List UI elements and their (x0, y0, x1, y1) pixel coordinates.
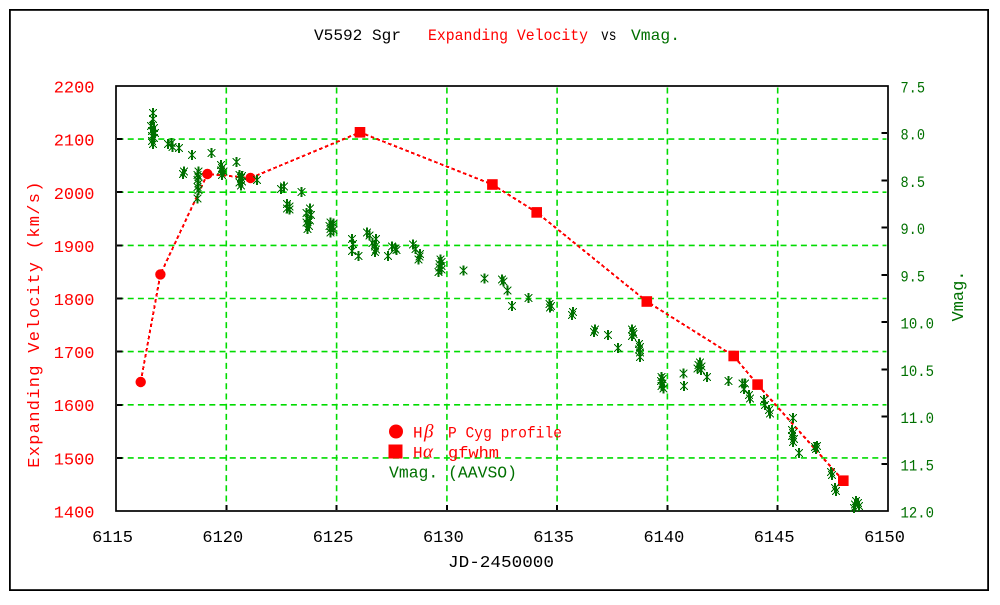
svg-text:11.5: 11.5 (901, 457, 935, 475)
svg-text:gfwhm: gfwhm (448, 445, 499, 463)
svg-text:vs: vs (601, 27, 617, 45)
svg-text:9.0: 9.0 (901, 221, 926, 239)
svg-text:H: H (413, 425, 423, 443)
svg-text:1800: 1800 (54, 292, 95, 311)
svg-text:11.0: 11.0 (901, 410, 935, 428)
svg-text:β: β (423, 422, 434, 443)
svg-text:2100: 2100 (54, 133, 95, 152)
svg-text:JD-2450000: JD-2450000 (448, 554, 554, 573)
svg-text:8.5: 8.5 (901, 174, 926, 192)
svg-text:Expanding Velocity (km/s): Expanding Velocity (km/s) (26, 180, 45, 468)
svg-text:Vmag. (AAVSO): Vmag. (AAVSO) (389, 464, 517, 483)
svg-text:V5592 Sgr: V5592 Sgr (314, 27, 401, 45)
svg-text:8.0: 8.0 (901, 127, 926, 145)
svg-text:1600: 1600 (54, 398, 95, 417)
svg-text:1900: 1900 (54, 239, 95, 258)
svg-text:6145: 6145 (754, 529, 795, 548)
svg-text:6120: 6120 (202, 529, 243, 548)
svg-text:1400: 1400 (54, 505, 95, 524)
svg-text:6115: 6115 (92, 529, 133, 548)
svg-text:1700: 1700 (54, 345, 95, 364)
svg-text:2000: 2000 (54, 186, 95, 205)
svg-text:Vmag.: Vmag. (950, 270, 969, 321)
svg-text:10.0: 10.0 (901, 316, 935, 334)
svg-text:α: α (423, 442, 434, 463)
svg-text:6135: 6135 (533, 529, 574, 548)
svg-text:1500: 1500 (54, 451, 95, 470)
svg-text:6125: 6125 (313, 529, 354, 548)
svg-text:6130: 6130 (423, 529, 464, 548)
svg-text:12.0: 12.0 (901, 505, 935, 523)
svg-text:P Cyg profile: P Cyg profile (448, 425, 562, 443)
svg-text:Expanding Velocity: Expanding Velocity (428, 27, 588, 45)
svg-text:6150: 6150 (864, 529, 905, 548)
svg-text:2200: 2200 (54, 80, 95, 99)
svg-text:Vmag.: Vmag. (631, 27, 680, 45)
svg-text:6140: 6140 (643, 529, 684, 548)
svg-text:H: H (413, 445, 423, 463)
svg-text:9.5: 9.5 (901, 268, 926, 286)
svg-text:7.5: 7.5 (901, 80, 926, 98)
svg-text:10.5: 10.5 (901, 363, 935, 381)
